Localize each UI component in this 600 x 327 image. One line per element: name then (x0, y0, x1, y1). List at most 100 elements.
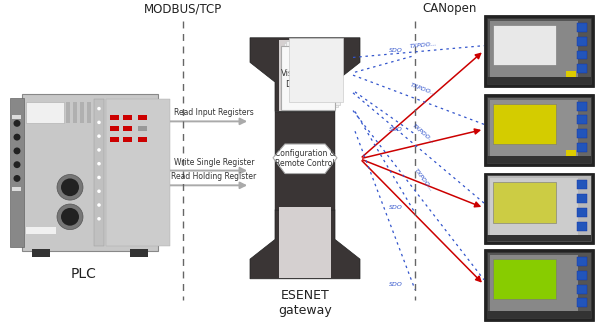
Bar (566, 71, 576, 77)
Circle shape (61, 179, 79, 196)
Bar (484, 15, 594, 87)
Circle shape (57, 204, 83, 230)
Bar (577, 143, 587, 152)
Bar (577, 37, 587, 46)
Bar (289, 38, 343, 102)
Circle shape (14, 175, 20, 182)
Circle shape (57, 175, 83, 200)
Bar (279, 207, 331, 278)
Bar (110, 137, 119, 142)
Bar (484, 94, 594, 166)
Bar (138, 126, 147, 131)
Text: TXPDO...: TXPDO... (413, 167, 434, 192)
Text: SDO: SDO (389, 48, 403, 53)
Text: Read Holding Register: Read Holding Register (172, 172, 257, 181)
Bar (66, 102, 70, 123)
Bar (577, 299, 587, 307)
Bar (490, 179, 578, 238)
Bar (22, 94, 158, 251)
Bar (138, 115, 147, 120)
Text: TXPDO...: TXPDO... (410, 82, 437, 97)
Bar (490, 100, 578, 160)
Circle shape (97, 134, 101, 138)
Bar (123, 126, 132, 131)
Text: MODBUS/TCP: MODBUS/TCP (144, 2, 222, 15)
Bar (487, 311, 591, 318)
Bar (12, 115, 21, 119)
Text: Write Single Register: Write Single Register (174, 158, 254, 167)
Bar (577, 222, 587, 231)
Bar (279, 40, 331, 111)
Text: Read Input Registers: Read Input Registers (174, 109, 254, 117)
Bar (487, 18, 591, 84)
Circle shape (97, 176, 101, 179)
Bar (484, 249, 594, 321)
Polygon shape (250, 38, 360, 112)
Bar (130, 249, 148, 257)
Bar (110, 115, 119, 120)
Bar (577, 208, 587, 217)
Text: ESENET
gateway: ESENET gateway (278, 289, 332, 317)
Bar (26, 102, 64, 123)
Bar (577, 181, 587, 189)
Text: SDO: SDO (389, 127, 403, 132)
Bar (577, 115, 587, 124)
Bar (577, 23, 587, 32)
Bar (12, 187, 21, 191)
Text: Configuration &
Remote Control: Configuration & Remote Control (275, 149, 335, 168)
Bar (73, 102, 77, 123)
Bar (286, 41, 340, 105)
Text: TXPDO...: TXPDO... (412, 123, 436, 145)
Circle shape (14, 134, 20, 141)
Bar (577, 102, 587, 111)
Bar (487, 252, 591, 318)
Bar (577, 285, 587, 294)
Circle shape (97, 148, 101, 152)
Text: PLC: PLC (71, 267, 97, 281)
Polygon shape (273, 144, 337, 174)
Circle shape (97, 121, 101, 124)
Circle shape (61, 208, 79, 226)
Bar (577, 194, 587, 203)
Circle shape (14, 147, 20, 154)
Bar (26, 227, 56, 233)
Bar (32, 249, 50, 257)
Bar (493, 182, 556, 223)
Bar (487, 97, 591, 163)
Bar (487, 234, 591, 241)
Bar (281, 46, 335, 110)
Bar (110, 126, 119, 131)
Circle shape (97, 217, 101, 220)
Circle shape (97, 162, 101, 165)
Bar (123, 137, 132, 142)
Bar (577, 64, 587, 73)
Bar (493, 25, 556, 65)
Bar (106, 99, 170, 246)
Text: CANopen: CANopen (423, 2, 477, 15)
Bar (577, 271, 587, 280)
Circle shape (14, 161, 20, 168)
Bar (94, 99, 104, 246)
Bar (490, 255, 578, 315)
Bar (487, 156, 591, 163)
Bar (484, 173, 594, 244)
Bar (577, 51, 587, 60)
Bar (493, 104, 556, 144)
Text: TXPDO...: TXPDO... (410, 41, 437, 49)
Bar (123, 115, 132, 120)
Polygon shape (250, 210, 360, 279)
Bar (275, 112, 335, 210)
Bar (138, 137, 147, 142)
Bar (566, 150, 576, 156)
Bar (487, 176, 591, 241)
Bar (87, 102, 91, 123)
Circle shape (14, 120, 20, 127)
Bar (284, 43, 338, 107)
Circle shape (97, 189, 101, 193)
Bar (80, 102, 84, 123)
Text: Visualisation
Data Table: Visualisation Data Table (281, 69, 335, 89)
Text: SDO: SDO (389, 205, 403, 211)
Bar (577, 129, 587, 138)
Bar (10, 98, 24, 247)
Circle shape (97, 107, 101, 111)
